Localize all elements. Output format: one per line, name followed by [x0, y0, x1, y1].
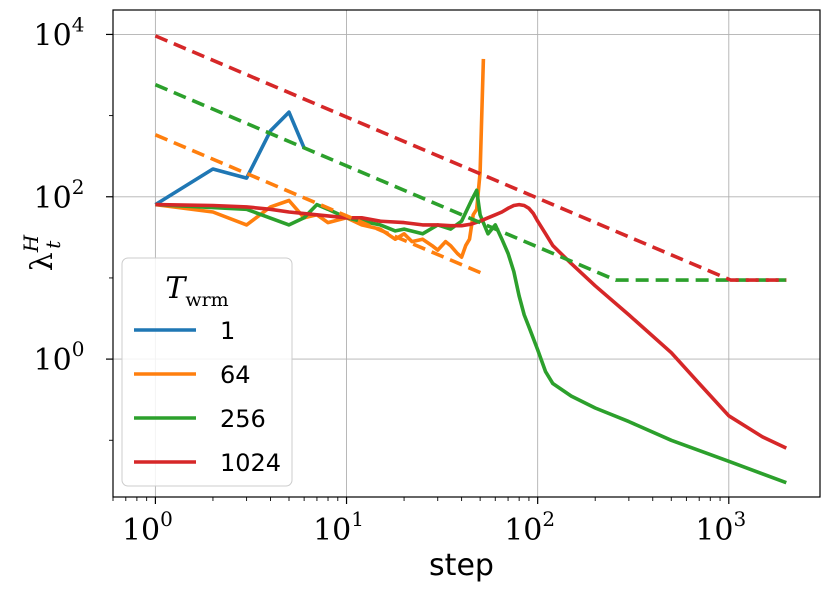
y-tick-label: 104: [34, 12, 85, 53]
plot-frame: [112, 9, 821, 498]
series-line-64: [155, 58, 486, 260]
x-tick-label: 100: [122, 507, 173, 548]
series-line-1: [154, 110, 306, 207]
legend: Twrm 1 64 256 1024: [121, 257, 293, 487]
legend-label-1: 1: [220, 317, 235, 345]
x-axis: 100 101 102 103: [112, 497, 746, 548]
legend-label-64: 64: [220, 361, 251, 389]
legend-title: Twrm: [165, 271, 228, 311]
x-tick-label: 102: [504, 507, 555, 548]
y-axis-label-text: λHt: [19, 234, 65, 271]
legend-label-1024: 1024: [220, 449, 281, 477]
legend-label-256: 256: [220, 405, 266, 433]
series-line-1024: [155, 202, 788, 450]
x-axis-label: step: [429, 548, 494, 583]
y-tick-label: 100: [34, 337, 85, 378]
reference-dashed-line-5: [154, 83, 787, 282]
x-tick-label: 101: [313, 507, 364, 548]
legend-box: [121, 257, 293, 487]
y-axis: 100 102 104: [34, 12, 113, 441]
reference-dashed-line-6: [154, 34, 787, 282]
y-axis-label: λHt: [19, 234, 65, 271]
y-tick-label: 102: [34, 175, 85, 216]
series-lines: [154, 34, 788, 485]
x-tick-label: 103: [695, 507, 746, 548]
